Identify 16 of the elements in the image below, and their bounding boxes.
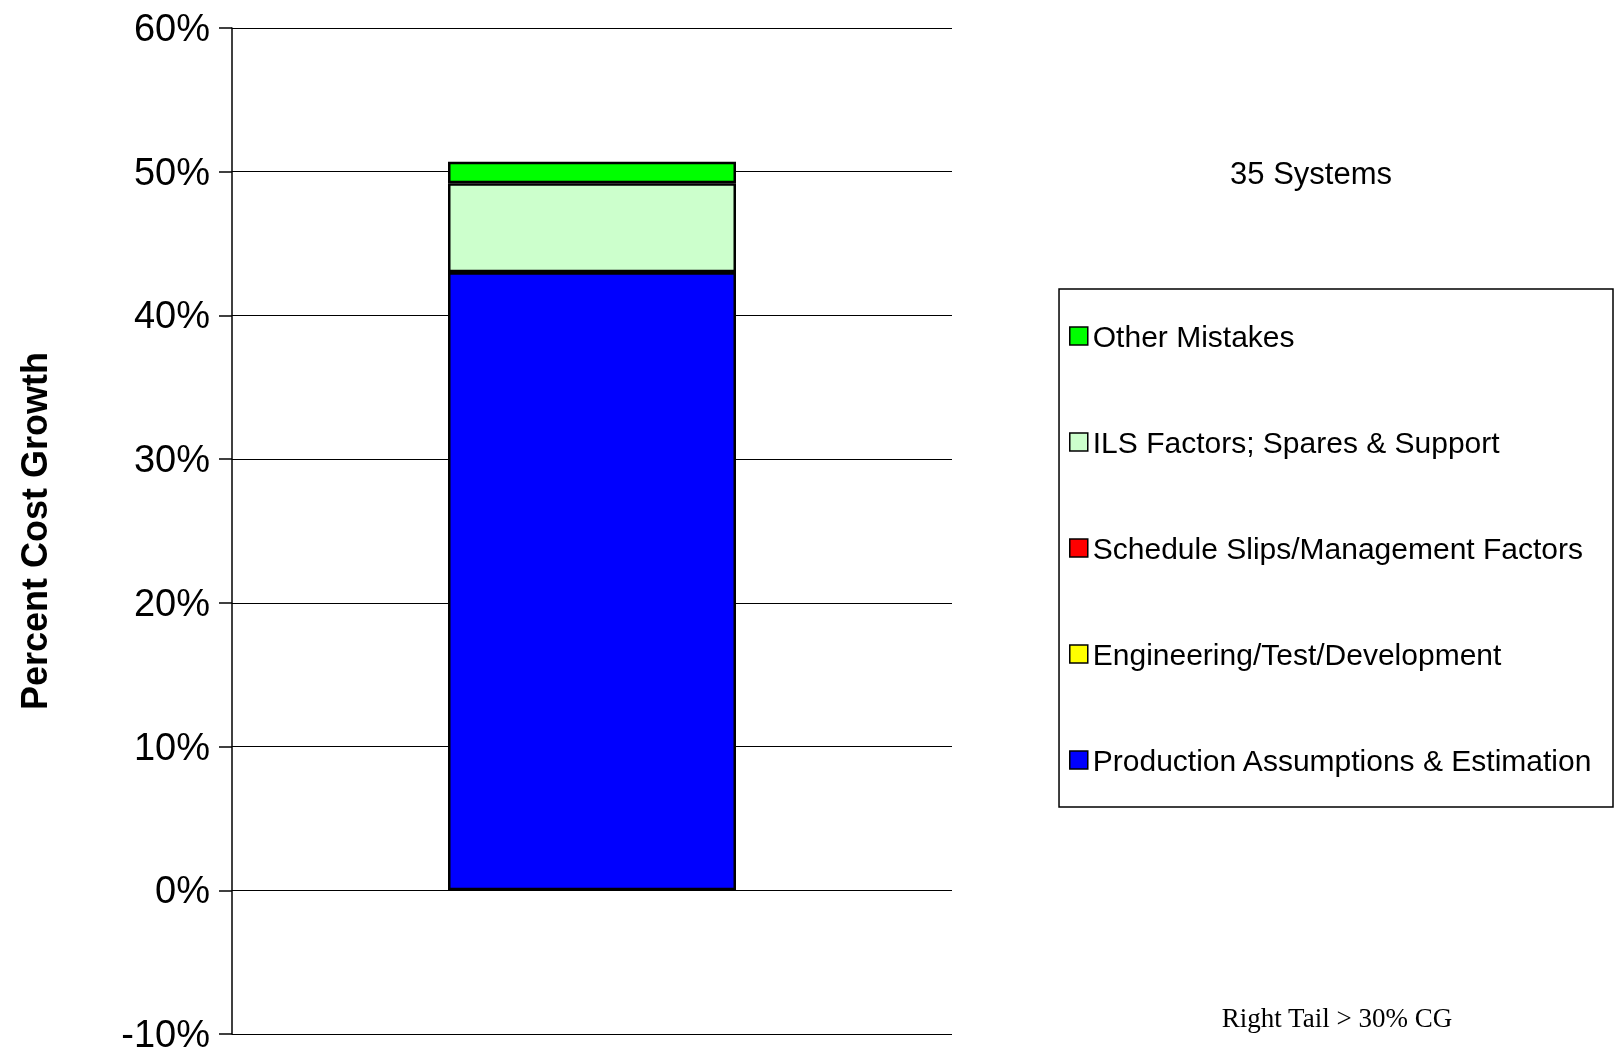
y-tick-label: 20% [133, 581, 210, 624]
text: Right Tail > 30% CG [1221, 1002, 1453, 1033]
legend-label: Other Mistakes [1092, 319, 1295, 353]
y-tick-label: 50% [133, 150, 210, 193]
legend-label: ILS Factors; Spares & Support [1092, 425, 1501, 459]
y-tick-label: 60% [133, 7, 210, 49]
legend-label: Schedule Slips/Management Factors [1092, 531, 1584, 565]
y-tick-label: 40% [133, 294, 210, 337]
legend-label: Production Assumptions & Estimation [1092, 743, 1592, 777]
y-tick-label: -10% [121, 1013, 210, 1054]
y-axis-title: Percent Cost Growth [13, 351, 55, 711]
text: 35 Systems [1230, 156, 1392, 191]
y-tick-label: 30% [133, 438, 210, 481]
y-tick-label: 0% [155, 869, 210, 912]
legend-label: Engineering/Test/Development [1092, 637, 1503, 671]
y-tick-label: 10% [133, 725, 210, 768]
